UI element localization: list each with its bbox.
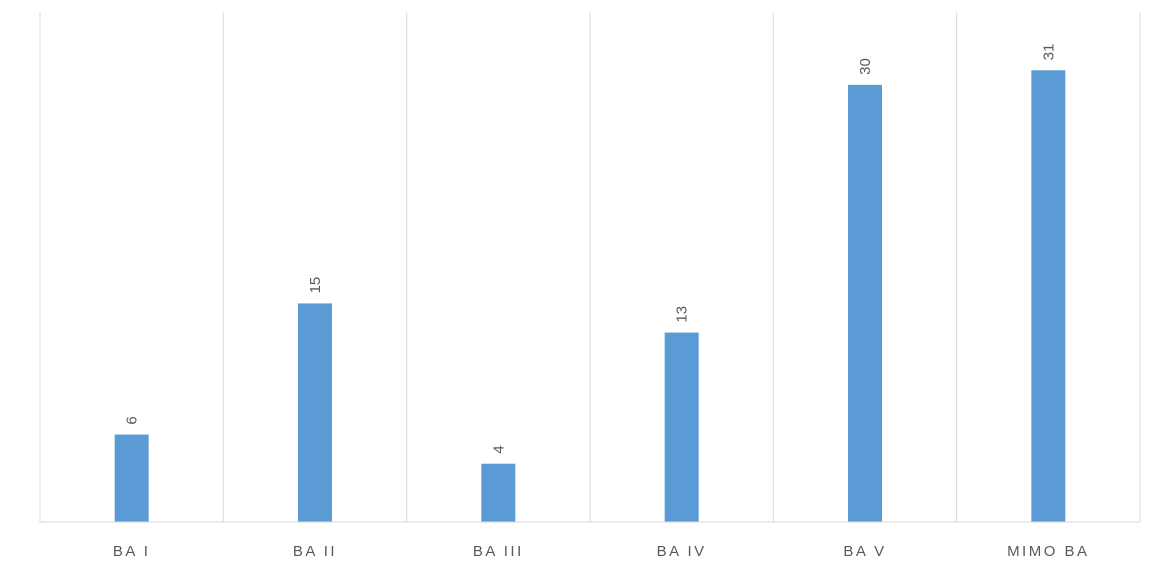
- category-axis: BA I BA II BA III BA IV BA V MIMO BA: [113, 543, 1090, 560]
- data-label: 4: [490, 445, 507, 453]
- category-label: BA I: [113, 543, 151, 560]
- bar: [114, 434, 149, 522]
- data-label: 13: [674, 306, 691, 323]
- category-label: BA IV: [657, 543, 707, 560]
- bar-layer: [114, 70, 1066, 523]
- bar: [481, 463, 516, 522]
- label-layer: 6 15 4 13 30 31: [124, 44, 1058, 454]
- data-label: 15: [307, 277, 324, 294]
- bar: [1031, 70, 1066, 523]
- category-label: BA II: [293, 543, 337, 560]
- category-label: BA III: [473, 543, 524, 560]
- data-label: 30: [857, 58, 874, 75]
- category-label: MIMO BA: [1007, 543, 1090, 560]
- bar: [848, 84, 882, 522]
- data-label: 6: [124, 416, 141, 424]
- data-label: 31: [1040, 44, 1057, 61]
- bar: [664, 332, 699, 522]
- bar: [298, 303, 332, 522]
- category-label: BA V: [843, 543, 886, 560]
- grid-layer: [39, 12, 1141, 522]
